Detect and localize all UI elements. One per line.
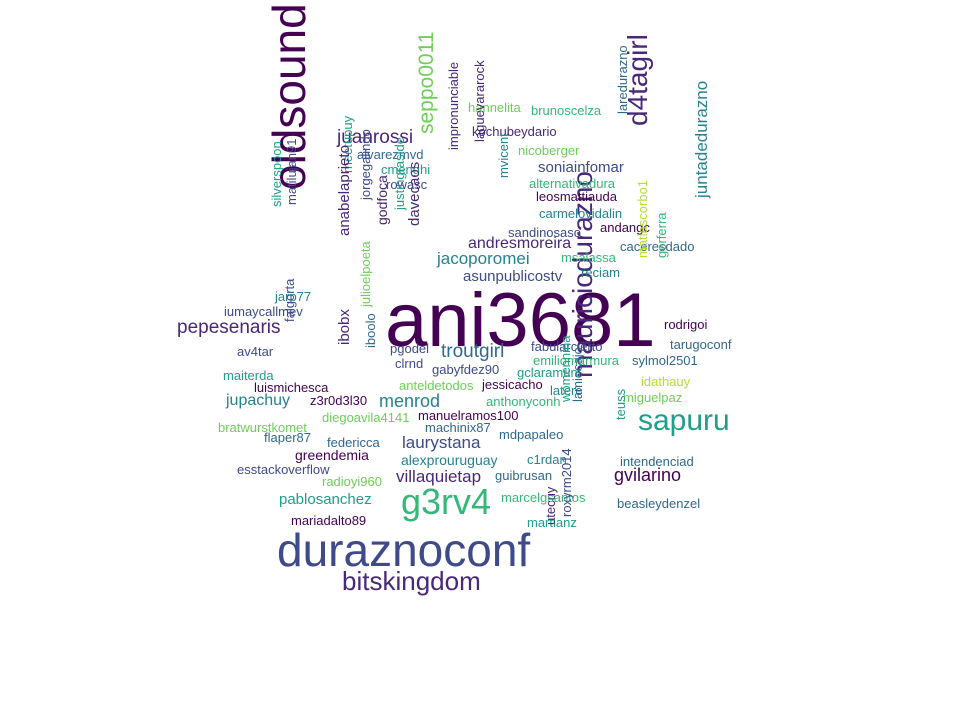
word-utecuy: utecuy [543,486,558,525]
word-mariadalto89: mariadalto89 [291,513,367,528]
word-jorgegalindo: jorgegalindo [358,129,373,200]
word-iboolo: iboolo [363,313,378,348]
word-matiascorbo1: matiascorbo1 [635,179,650,258]
word-z3r0d3l30: z3r0d3l30 [310,393,368,408]
word-alternativadura: alternativadura [529,176,615,191]
word-jacoporomei: jacoporomei [437,249,530,268]
word-tarugoconf: tarugoconf [670,337,732,352]
word-ibobx: ibobx [336,309,353,345]
word-anteldetodos: anteldetodos [399,378,474,393]
word-caceresdado: caceresdado [620,239,695,254]
word-emiliomarmura: emiliomarmura [533,353,619,368]
word-av4tar: av4tar [237,344,274,359]
word-hannelita: hannelita [468,100,521,115]
word-jessicacho: jessicacho [482,377,543,392]
word-andangc: andangc [600,220,650,235]
word-mvicent: mvicent [496,133,511,178]
word-mdpapaleo: mdpapaleo [499,427,564,442]
word-menrod: menrod [379,391,441,411]
word-gabyfdez90: gabyfdez90 [432,362,500,377]
word-esstackoverflow: esstackoverflow [237,462,330,477]
word-gvilarino: gvilarino [614,465,682,485]
word-godfoca: godfoca [374,175,390,225]
word-sylmol2501: sylmol2501 [632,353,698,368]
word-manuelramos100: manuelramos100 [418,408,519,423]
word-silverspoon: silverspoon [269,141,284,207]
word-brunoscelza: brunoscelza [531,103,602,118]
word-beasleydenzel: beasleydenzel [617,496,701,511]
word-guibrusan: guibrusan [495,468,553,483]
word-gclaramunt: gclaramunt [517,365,582,380]
word-troutgirl: troutgirl [441,341,505,362]
word-nicoberger: nicoberger [518,143,580,158]
word-luismichesca: luismichesca [254,380,329,395]
word-davecaos: davecaos [406,161,423,226]
word-carmelovidalin: carmelovidalin [539,206,623,221]
word-miguelpaz: miguelpaz [623,390,683,405]
word-flaper87: flaper87 [264,430,311,445]
word-soniainfomar: soniainfomar [538,159,624,176]
word-julioelpoeta: julioelpoeta [358,241,373,307]
word-pgodel: pgodel [390,341,430,356]
word-iumaycallmev: iumaycallmev [224,304,303,319]
word-federicca: federicca [327,435,380,450]
word-diegoavila4141: diegoavila4141 [322,410,410,425]
word-leosmattiauda: leosmattiauda [536,189,617,204]
word-clrnd: clrnd [395,356,424,371]
word-seppo0011: seppo0011 [415,31,438,134]
word-roxyrm2014: roxyrm2014 [559,448,574,517]
word-justingraside: justingraside [392,137,407,210]
word-villaquietap: villaquietap [396,467,482,486]
word-alexprouruguay: alexprouruguay [401,452,498,468]
word-andresmoreira: andresmoreira [468,235,572,252]
word-laredurazno: laredurazno [615,45,630,114]
word-ani3681: ani3681 [385,278,656,363]
word-c1rdan: c1rdan [527,452,567,467]
word-rowasc: rowasc [386,177,428,192]
word-machinix87: machinix87 [425,420,491,435]
word-anthonyconh: anthonyconh [486,394,561,409]
word-radioyi960: radioyi960 [322,474,382,489]
word-asunpublicostv: asunpublicostv [463,268,563,285]
word-intendenciad: intendenciad [620,454,694,469]
word-martianz: martianz [527,515,577,530]
word-maiterda: maiterda [223,368,274,383]
word-msalassa: msalassa [561,250,616,265]
word-reciam: reciam [581,265,621,280]
word-g3rv4: g3rv4 [401,481,492,522]
word-anabelaprieto: anabelaprieto [336,145,353,236]
word-matilujan91: matilujan91 [284,138,299,206]
word-idathauy: idathauy [641,374,691,389]
word-sandinosaso: sandinosaso [508,225,581,240]
word-alvarezmvd: alvarezmvd [357,147,424,162]
word-pablosanchez: pablosanchez [279,491,372,508]
word-gerferra: gerferra [654,212,669,258]
word-laguevararock: laguevararock [472,60,487,142]
word-cmenghi: cmenghi [381,162,431,177]
word-greendemia: greendemia [295,447,369,463]
word-latere: latere [550,383,583,398]
word-duraznoconf: duraznoconf [277,524,531,576]
word-kochubeydario: kochubeydario [472,124,557,139]
word-lamiocajo: lamiocajo [570,347,585,402]
word-fabularcierto: fabularcierto [531,339,603,354]
word-teuss: teuss [613,388,628,420]
word-laurystana: laurystana [402,433,481,452]
word-falgorta: falgorta [282,278,297,322]
word-bitskingdom: bitskingdom [342,566,481,596]
word-jarp77: jarp77 [275,289,312,304]
word-marcelgsantos: marcelgsantos [501,490,586,505]
word-juntadedurazno: juntadedurazno [692,80,711,198]
word-pepesenaris: pepesenaris [177,317,281,338]
word-jupachuy: jupachuy [226,392,291,409]
word-bratwurstkomet: bratwurstkomet [218,420,307,435]
word-juanrossi: juanrossi [337,127,414,148]
word-sapuru: sapuru [638,404,730,437]
word-impronunciable: impronunciable [446,61,461,150]
word-rodrigoi: rodrigoi [664,317,708,332]
